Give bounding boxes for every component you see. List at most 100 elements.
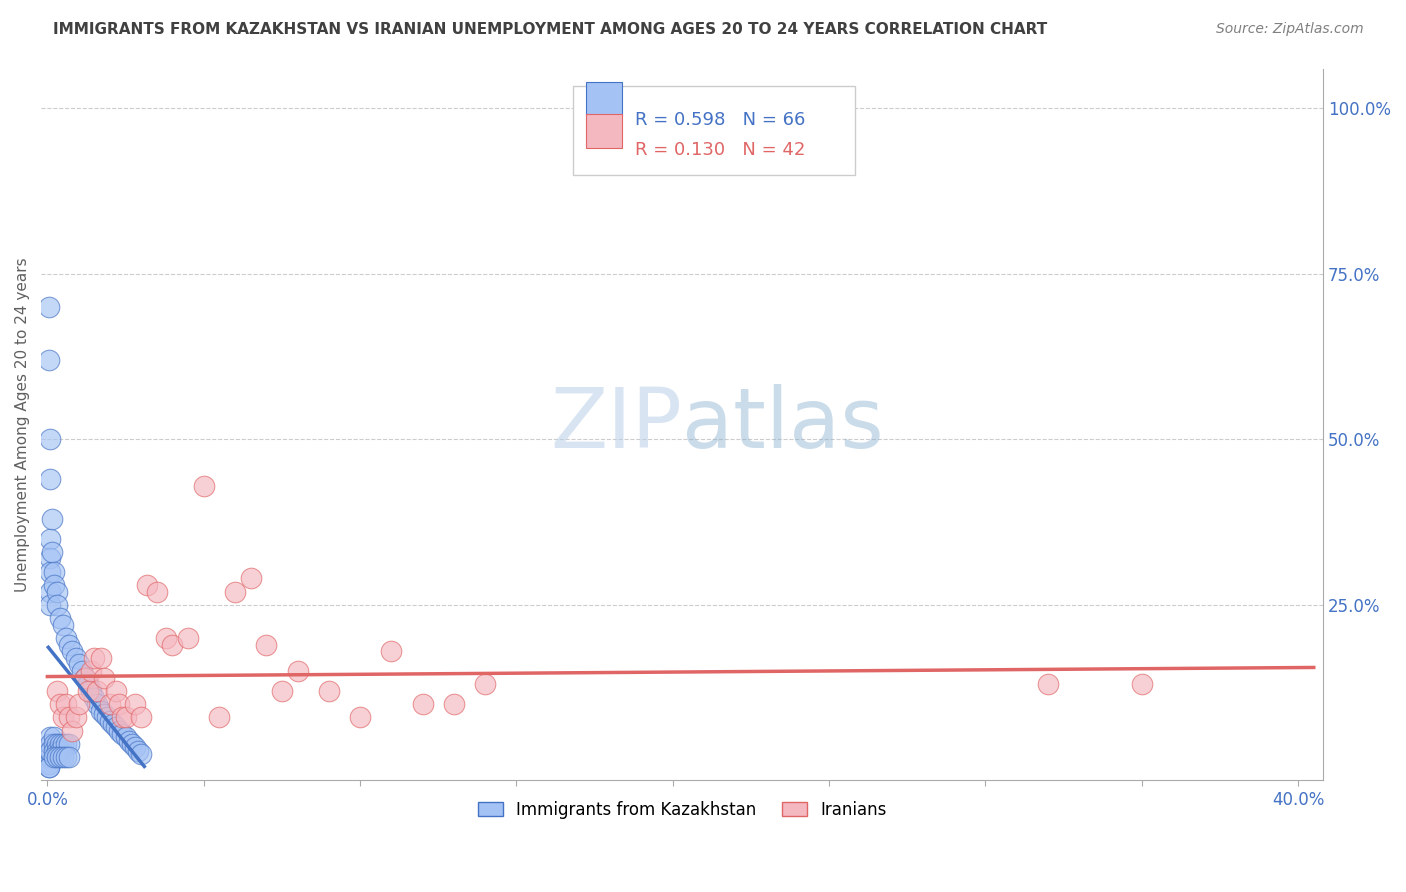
Immigrants from Kazakhstan: [39, 551, 62, 566]
Immigrants from Kazakhstan: [118, 733, 141, 747]
Iranians: [318, 684, 340, 698]
Iranians: [60, 723, 83, 738]
Legend: Immigrants from Kazakhstan, Iranians: Immigrants from Kazakhstan, Iranians: [471, 794, 893, 825]
Immigrants from Kazakhstan: [38, 760, 60, 774]
Immigrants from Kazakhstan: [52, 737, 75, 751]
Iranians: [129, 710, 152, 724]
Immigrants from Kazakhstan: [45, 598, 67, 612]
Iranians: [55, 697, 77, 711]
Immigrants from Kazakhstan: [129, 747, 152, 761]
Immigrants from Kazakhstan: [38, 743, 60, 757]
Text: IMMIGRANTS FROM KAZAKHSTAN VS IRANIAN UNEMPLOYMENT AMONG AGES 20 TO 24 YEARS COR: IMMIGRANTS FROM KAZAKHSTAN VS IRANIAN UN…: [53, 22, 1047, 37]
Immigrants from Kazakhstan: [52, 617, 75, 632]
Immigrants from Kazakhstan: [83, 690, 105, 705]
Iranians: [270, 684, 292, 698]
Immigrants from Kazakhstan: [45, 737, 67, 751]
Text: R = 0.598   N = 66: R = 0.598 N = 66: [634, 112, 806, 129]
Iranians: [239, 571, 262, 585]
Iranians: [108, 697, 131, 711]
Iranians: [93, 671, 115, 685]
Iranians: [474, 677, 496, 691]
Iranians: [287, 664, 309, 678]
Immigrants from Kazakhstan: [39, 532, 62, 546]
Iranians: [65, 710, 87, 724]
Immigrants from Kazakhstan: [105, 720, 128, 734]
Immigrants from Kazakhstan: [38, 760, 60, 774]
Immigrants from Kazakhstan: [111, 727, 134, 741]
Iranians: [86, 684, 108, 698]
Immigrants from Kazakhstan: [41, 545, 63, 559]
Immigrants from Kazakhstan: [121, 737, 143, 751]
Iranians: [193, 478, 215, 492]
Immigrants from Kazakhstan: [39, 731, 62, 745]
Bar: [586, 82, 621, 116]
Iranians: [443, 697, 465, 711]
Iranians: [80, 664, 103, 678]
Iranians: [89, 650, 111, 665]
Iranians: [349, 710, 371, 724]
Immigrants from Kazakhstan: [101, 717, 124, 731]
Iranians: [1130, 677, 1153, 691]
Immigrants from Kazakhstan: [98, 714, 121, 728]
Immigrants from Kazakhstan: [45, 743, 67, 757]
Iranians: [83, 650, 105, 665]
Iranians: [254, 638, 277, 652]
Immigrants from Kazakhstan: [67, 657, 90, 672]
Immigrants from Kazakhstan: [93, 707, 115, 722]
Iranians: [114, 710, 136, 724]
Immigrants from Kazakhstan: [65, 650, 87, 665]
Iranians: [146, 584, 169, 599]
Immigrants from Kazakhstan: [60, 644, 83, 658]
Immigrants from Kazakhstan: [108, 723, 131, 738]
Immigrants from Kazakhstan: [55, 631, 77, 645]
Immigrants from Kazakhstan: [42, 731, 65, 745]
Immigrants from Kazakhstan: [45, 750, 67, 764]
Text: atlas: atlas: [682, 384, 884, 465]
Y-axis label: Unemployment Among Ages 20 to 24 years: Unemployment Among Ages 20 to 24 years: [15, 257, 30, 591]
Iranians: [208, 710, 231, 724]
Text: Source: ZipAtlas.com: Source: ZipAtlas.com: [1216, 22, 1364, 37]
Immigrants from Kazakhstan: [42, 578, 65, 592]
Immigrants from Kazakhstan: [39, 737, 62, 751]
Iranians: [77, 684, 100, 698]
Iranians: [105, 684, 128, 698]
Iranians: [67, 697, 90, 711]
Immigrants from Kazakhstan: [70, 664, 93, 678]
Iranians: [52, 710, 75, 724]
Immigrants from Kazakhstan: [77, 677, 100, 691]
Immigrants from Kazakhstan: [73, 671, 96, 685]
Immigrants from Kazakhstan: [39, 432, 62, 446]
Immigrants from Kazakhstan: [49, 611, 72, 625]
Immigrants from Kazakhstan: [39, 743, 62, 757]
Iranians: [45, 684, 67, 698]
Immigrants from Kazakhstan: [38, 352, 60, 367]
Immigrants from Kazakhstan: [45, 584, 67, 599]
Immigrants from Kazakhstan: [55, 737, 77, 751]
Iranians: [73, 671, 96, 685]
Immigrants from Kazakhstan: [96, 710, 118, 724]
Immigrants from Kazakhstan: [58, 737, 80, 751]
Immigrants from Kazakhstan: [38, 300, 60, 314]
Bar: [586, 114, 621, 148]
Immigrants from Kazakhstan: [42, 565, 65, 579]
Iranians: [136, 578, 159, 592]
Immigrants from Kazakhstan: [80, 684, 103, 698]
Iranians: [58, 710, 80, 724]
Iranians: [1036, 677, 1059, 691]
Iranians: [124, 697, 146, 711]
Immigrants from Kazakhstan: [52, 750, 75, 764]
Immigrants from Kazakhstan: [114, 731, 136, 745]
Immigrants from Kazakhstan: [55, 750, 77, 764]
Immigrants from Kazakhstan: [42, 750, 65, 764]
Iranians: [177, 631, 200, 645]
Immigrants from Kazakhstan: [58, 750, 80, 764]
Immigrants from Kazakhstan: [38, 750, 60, 764]
Immigrants from Kazakhstan: [39, 565, 62, 579]
Text: R = 0.130   N = 42: R = 0.130 N = 42: [634, 141, 806, 160]
Immigrants from Kazakhstan: [89, 704, 111, 718]
Immigrants from Kazakhstan: [41, 512, 63, 526]
Immigrants from Kazakhstan: [42, 737, 65, 751]
Iranians: [224, 584, 246, 599]
Iranians: [162, 638, 184, 652]
Iranians: [111, 710, 134, 724]
